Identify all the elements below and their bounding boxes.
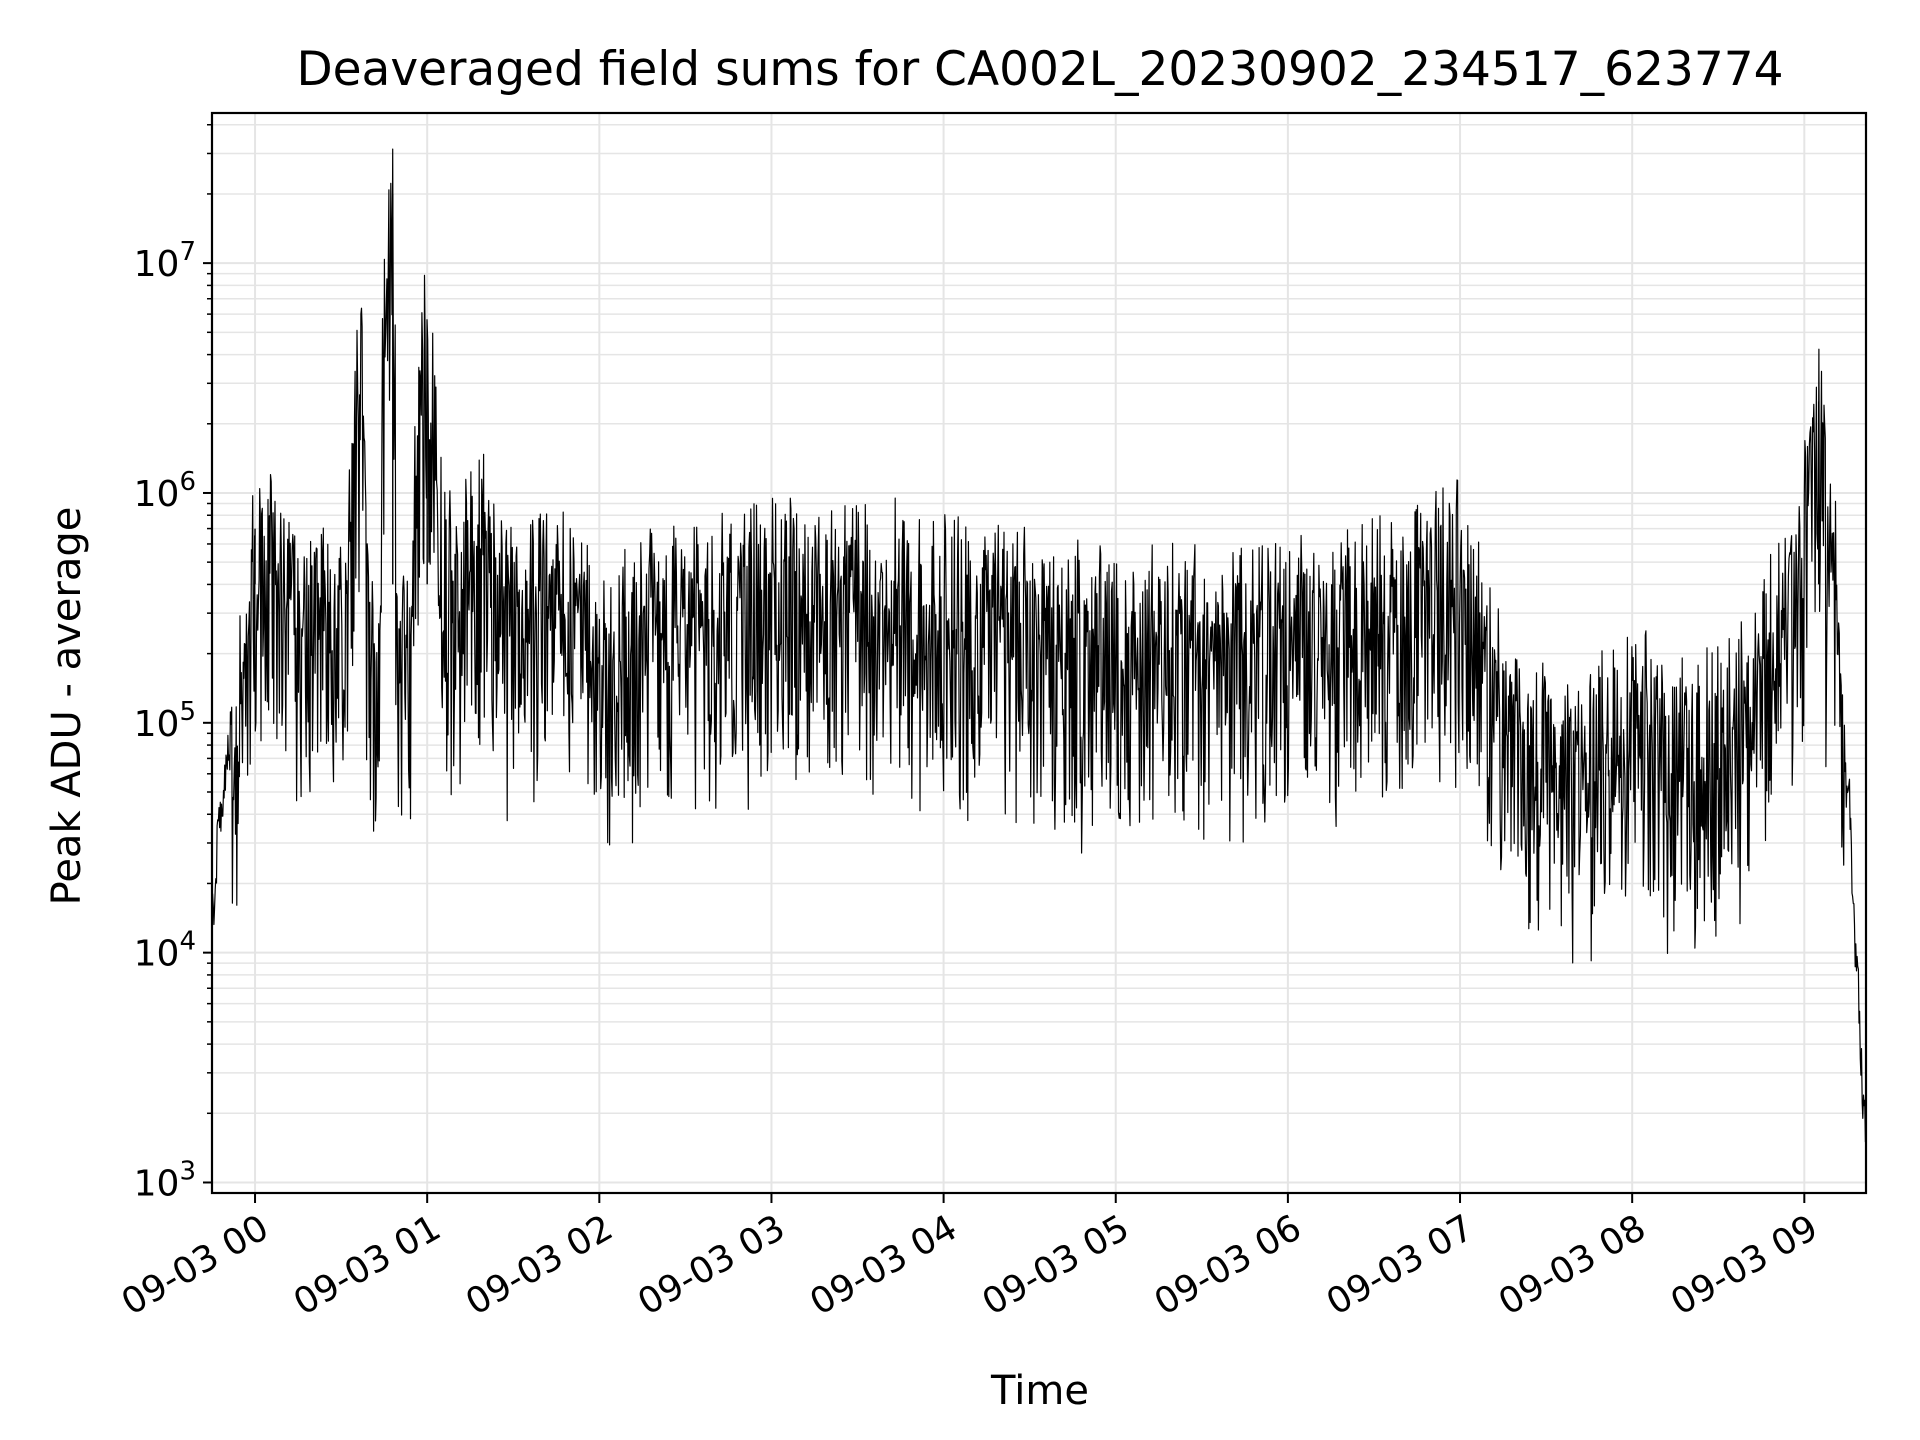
x-axis-label: Time xyxy=(990,1368,1089,1414)
series-line xyxy=(211,148,1867,1143)
x-tick-label: 09-03 05 xyxy=(976,1207,1137,1323)
x-tick-label: 09-03 01 xyxy=(287,1207,448,1323)
y-axis-label: Peak ADU - average xyxy=(44,507,90,906)
x-tick-label: 09-03 04 xyxy=(803,1207,964,1323)
x-tick-label: 09-03 07 xyxy=(1320,1207,1481,1323)
x-tick-label: 09-03 02 xyxy=(459,1207,620,1323)
y-tick-label: 104 xyxy=(134,927,196,975)
y-tick-label: 106 xyxy=(134,467,196,515)
chart-title: Deaveraged field sums for CA002L_2023090… xyxy=(296,42,1783,97)
x-tick-label: 09-03 03 xyxy=(631,1207,792,1323)
x-tick-label: 09-03 08 xyxy=(1492,1207,1653,1323)
y-tick-label: 107 xyxy=(134,237,196,285)
series-layer xyxy=(211,148,1867,1143)
x-tick-label: 09-03 09 xyxy=(1664,1207,1825,1323)
y-axis: 103 104 105 106 107 xyxy=(134,124,212,1204)
y-tick-label: 105 xyxy=(134,697,196,745)
y-tick-label: 103 xyxy=(134,1156,196,1204)
x-tick-label: 09-03 06 xyxy=(1148,1207,1309,1323)
x-axis: 09-03 00 09-03 01 09-03 02 09-03 03 09-03 04… xyxy=(115,1193,1825,1324)
x-tick-label: 09-03 00 xyxy=(115,1207,276,1323)
